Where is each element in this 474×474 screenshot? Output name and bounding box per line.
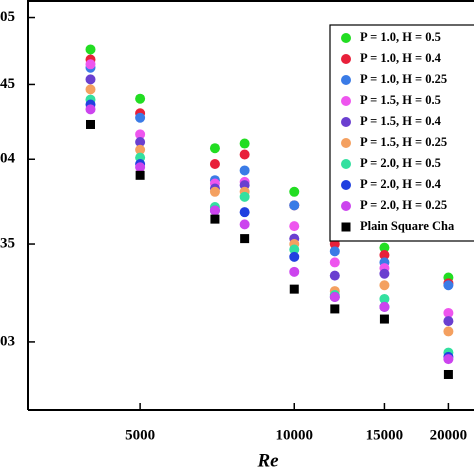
legend-label: P = 2.0, H = 0.5 [360,156,441,170]
marker [85,44,96,55]
legend-marker [341,180,351,190]
marker [135,162,146,173]
marker [379,280,390,291]
x-tick-label: 15000 [366,427,404,443]
marker [329,291,340,302]
marker [85,74,96,85]
marker [330,304,340,314]
marker [85,59,96,70]
marker [289,221,300,232]
marker [135,129,146,140]
marker [329,270,340,281]
marker [210,214,220,224]
marker [289,266,300,277]
x-axis-label: Re [256,450,279,471]
x-tick-label: 5000 [125,427,155,443]
marker [209,205,220,216]
y-tick-label: 45 [0,76,15,92]
marker [209,143,220,154]
y-tick-label: 03 [0,333,15,349]
marker [289,251,300,262]
legend-marker [341,117,351,127]
legend-label: Plain Square Cha [360,219,455,233]
y-tick-label: 05 [0,9,15,25]
marker [379,301,390,312]
marker [135,93,146,104]
marker [209,186,220,197]
marker [329,246,340,257]
marker [289,284,299,294]
marker [135,144,146,155]
marker [135,137,146,148]
legend-label: P = 2.0, H = 0.25 [360,198,447,212]
marker [135,112,146,123]
legend-label: P = 2.0, H = 0.4 [360,177,442,191]
legend-label: P = 1.0, H = 0.25 [360,72,447,86]
marker [443,316,454,327]
legend-marker [341,33,351,43]
marker [289,186,300,197]
marker [85,84,96,95]
marker [329,257,340,268]
marker [379,314,389,324]
y-tick-label: 35 [0,235,15,251]
marker [379,242,390,253]
marker [289,200,300,211]
legend-marker [341,159,351,169]
legend-box [329,24,474,242]
legend-label: P = 1.0, H = 0.4 [360,51,442,65]
x-tick-label: 20000 [430,427,468,443]
marker [443,307,454,318]
marker [85,119,95,129]
marker [379,268,390,279]
legend-label: P = 1.0, H = 0.5 [360,30,441,44]
legend-label: P = 1.5, H = 0.5 [360,93,441,107]
marker [239,149,250,160]
legend-marker [341,222,351,232]
marker [443,354,454,365]
marker [443,280,454,291]
x-tick-label: 10000 [276,427,314,443]
marker [85,104,96,115]
legend-marker [341,75,351,85]
marker [239,207,250,218]
marker [209,159,220,170]
marker [135,170,145,180]
marker [443,369,453,379]
marker [379,293,390,304]
legend-marker [341,138,351,148]
marker [240,234,250,244]
marker [289,244,300,255]
legend-marker [341,201,351,211]
marker [239,191,250,202]
marker [239,219,250,230]
marker [443,326,454,337]
legend-label: P = 1.5, H = 0.25 [360,135,447,149]
legend-label: P = 1.5, H = 0.4 [360,114,442,128]
marker [239,138,250,149]
y-tick-label: 04 [0,151,16,167]
legend-marker [341,54,351,64]
legend-marker [341,96,351,106]
marker [239,165,250,176]
marker [379,250,390,261]
